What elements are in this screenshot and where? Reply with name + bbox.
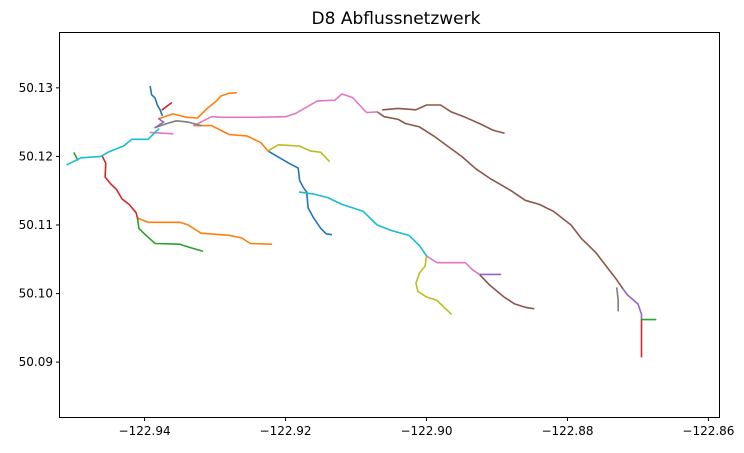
stream-lines bbox=[66, 85, 657, 358]
x-axis: −122.94 −122.92 −122.90 −122.88 −122.86 bbox=[119, 417, 734, 438]
stream-segment-21 bbox=[267, 144, 331, 162]
y-axis: 50.09 50.10 50.11 50.12 50.13 bbox=[19, 81, 60, 369]
chart-title: D8 Abflussnetzwerk bbox=[312, 9, 481, 29]
x-tick-label-2: −122.90 bbox=[400, 424, 452, 438]
stream-segment-24 bbox=[298, 191, 428, 257]
stream-segment-5 bbox=[73, 152, 79, 161]
stream-segment-4 bbox=[136, 217, 273, 245]
y-tick-label-0: 50.09 bbox=[19, 355, 53, 369]
x-tick-label-3: −122.88 bbox=[541, 424, 593, 438]
stream-segment-6 bbox=[136, 217, 204, 252]
stream-segment-1 bbox=[267, 150, 333, 236]
stream-segment-12 bbox=[621, 287, 643, 321]
stream-segment-15 bbox=[478, 273, 535, 310]
stream-segment-0 bbox=[149, 85, 163, 117]
y-tick-label-3: 50.12 bbox=[19, 149, 53, 163]
x-tick-label-1: −122.92 bbox=[260, 424, 312, 438]
stream-segment-7 bbox=[161, 102, 173, 111]
stream-segment-14 bbox=[381, 104, 505, 134]
plot-frame bbox=[59, 32, 720, 418]
stream-segment-13 bbox=[376, 111, 624, 289]
stream-segment-19 bbox=[154, 120, 202, 129]
stream-segment-18 bbox=[425, 255, 481, 276]
stream-segment-8 bbox=[101, 155, 139, 219]
x-tick-label-4: −122.86 bbox=[682, 424, 734, 438]
stream-segment-20 bbox=[615, 287, 620, 312]
stream-segment-2 bbox=[157, 91, 237, 120]
y-tick-label-2: 50.11 bbox=[19, 218, 53, 232]
stream-segment-23 bbox=[66, 128, 160, 166]
stream-segment-3 bbox=[193, 124, 269, 152]
x-tick-label-0: −122.94 bbox=[119, 424, 171, 438]
stream-segment-10 bbox=[154, 117, 165, 129]
y-tick-label-1: 50.10 bbox=[19, 287, 53, 301]
y-tick-label-4: 50.13 bbox=[19, 81, 53, 95]
stream-segment-17 bbox=[193, 93, 379, 127]
stream-segment-22 bbox=[415, 255, 453, 315]
